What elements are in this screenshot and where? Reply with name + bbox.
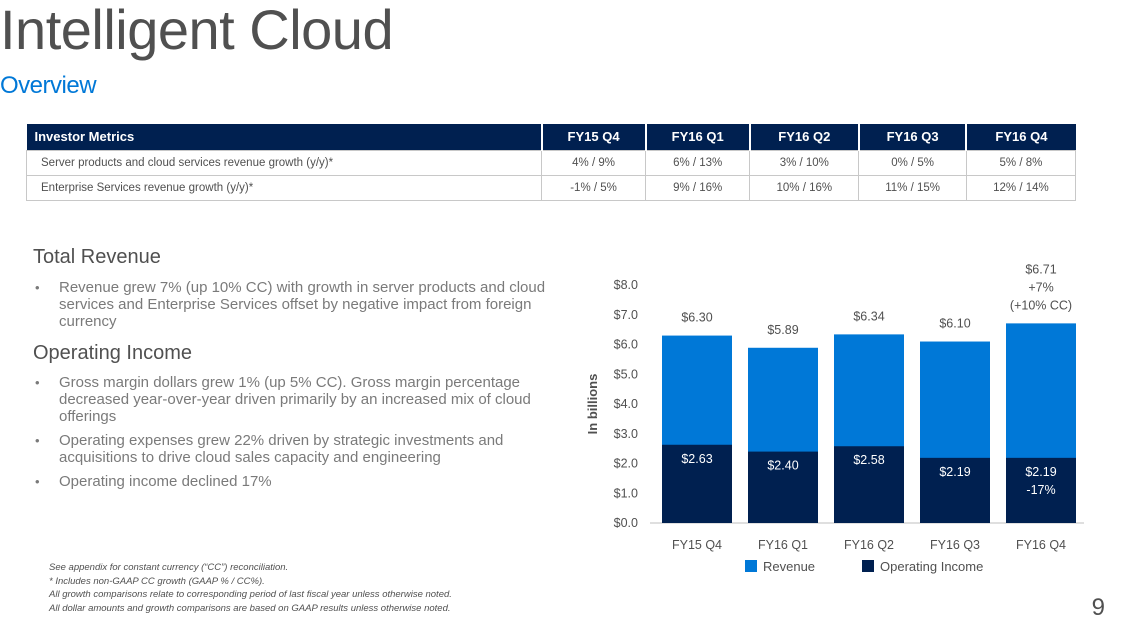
total-revenue-bullets: Revenue grew 7% (up 10% CC) with growth … — [33, 279, 553, 337]
investor-metrics-table: Investor Metrics FY15 Q4 FY16 Q1 FY16 Q2… — [26, 124, 1077, 201]
table-cell: 4% / 9% — [540, 149, 647, 176]
operating-income-data-label: $2.40 — [767, 459, 798, 473]
table-header-cell: FY16 Q2 — [749, 124, 860, 150]
table-cell: 10% / 16% — [749, 174, 860, 201]
y-axis-label: In billions — [585, 374, 600, 435]
operating-income-bar — [748, 451, 818, 523]
section-heading-operating-income: Operating Income — [33, 342, 192, 364]
table-header-cell: FY16 Q1 — [645, 124, 751, 150]
table-cell: 6% / 13% — [645, 149, 751, 176]
slide-subtitle: Overview — [0, 72, 97, 99]
operating-income-data-label: $2.19 — [939, 465, 970, 479]
table-cell: 12% / 14% — [965, 174, 1077, 201]
table-row: Enterprise Services revenue growth (y/y)… — [26, 174, 1077, 201]
revenue-annotation: (+10% CC) — [1010, 298, 1072, 312]
bullet-item: Gross margin dollars grew 1% (up 5% CC).… — [33, 374, 553, 425]
y-tick-label: $6.0 — [614, 338, 638, 352]
operating-income-data-label: $2.58 — [853, 453, 884, 467]
x-tick-label: FY16 Q4 — [1016, 538, 1066, 552]
legend-label-operating-income: Operating Income — [880, 559, 983, 574]
table-cell: 11% / 15% — [858, 174, 967, 201]
x-tick-label: FY15 Q4 — [672, 538, 722, 552]
footnote: All dollar amounts and growth comparison… — [49, 602, 451, 614]
table-header-cell: FY16 Q3 — [858, 124, 968, 150]
table-cell: -1% / 5% — [540, 174, 647, 201]
footnote: All growth comparisons relate to corresp… — [49, 589, 452, 600]
table-row: Server products and cloud services reven… — [26, 149, 1077, 176]
y-tick-label: $8.0 — [614, 278, 638, 292]
y-tick-label: $1.0 — [614, 486, 638, 500]
table-cell: Server products and cloud services reven… — [26, 149, 542, 176]
operating-income-bullets: Gross margin dollars grew 1% (up 5% CC).… — [33, 374, 553, 497]
footnote: See appendix for constant currency (“CC”… — [49, 562, 289, 573]
operating-income-bar — [662, 444, 732, 523]
table-header-row: Investor Metrics FY15 Q4 FY16 Q1 FY16 Q2… — [26, 124, 1076, 150]
slide-title: Intelligent Cloud — [0, 0, 394, 61]
table-header-cell: FY15 Q4 — [541, 124, 647, 150]
bullet-item: Revenue grew 7% (up 10% CC) with growth … — [33, 279, 553, 330]
operating-income-data-label: $2.19 — [1025, 465, 1056, 479]
section-heading-total-revenue: Total Revenue — [33, 246, 161, 268]
legend-swatch-revenue — [745, 560, 757, 572]
y-tick-label: $0.0 — [614, 516, 638, 530]
revenue-annotation: +7% — [1028, 280, 1053, 294]
y-tick-label: $2.0 — [614, 457, 638, 471]
table-header-cell: FY16 Q4 — [966, 124, 1076, 150]
y-tick-label: $7.0 — [614, 308, 638, 322]
y-tick-label: $3.0 — [614, 427, 638, 441]
revenue-data-label: $6.30 — [681, 311, 712, 325]
operating-income-bar — [920, 457, 990, 523]
legend-swatch-operating-income — [862, 560, 874, 572]
revenue-data-label: $6.34 — [853, 309, 884, 323]
operating-income-bar — [1006, 457, 1076, 523]
table-cell: 9% / 16% — [645, 174, 751, 201]
x-tick-label: FY16 Q1 — [758, 538, 808, 552]
x-tick-label: FY16 Q2 — [844, 538, 894, 552]
revenue-income-bar-chart: $0.0 $1.0 $2.0 $3.0 $4.0 $5.0 $6.0 $7.0 $8.0 In b… — [585, 262, 1084, 574]
page-number: 9 — [1091, 594, 1105, 621]
table-cell: 0% / 5% — [858, 149, 967, 176]
revenue-data-label: $6.10 — [939, 317, 970, 331]
footnote: * Includes non-GAAP CC growth (GAAP % / … — [49, 575, 265, 587]
table-header-cell: Investor Metrics — [26, 124, 543, 150]
table-cell: Enterprise Services revenue growth (y/y)… — [26, 174, 542, 201]
table-cell: 5% / 8% — [965, 149, 1077, 176]
operating-income-data-label: $2.63 — [681, 452, 712, 466]
revenue-data-label: $5.89 — [767, 323, 798, 337]
operating-income-annotation: -17% — [1026, 483, 1055, 497]
y-tick-label: $5.0 — [614, 367, 638, 381]
footnotes: See appendix for constant currency (“CC”… — [49, 561, 452, 615]
bullet-item: Operating income declined 17% — [33, 473, 553, 490]
operating-income-bar — [834, 446, 904, 523]
y-tick-label: $4.0 — [614, 397, 638, 411]
table-cell: 3% / 10% — [749, 149, 860, 176]
revenue-data-label: $6.71 — [1025, 262, 1056, 276]
bullet-item: Operating expenses grew 22% driven by st… — [33, 432, 553, 466]
x-tick-label: FY16 Q3 — [930, 538, 980, 552]
legend-label-revenue: Revenue — [763, 559, 815, 574]
